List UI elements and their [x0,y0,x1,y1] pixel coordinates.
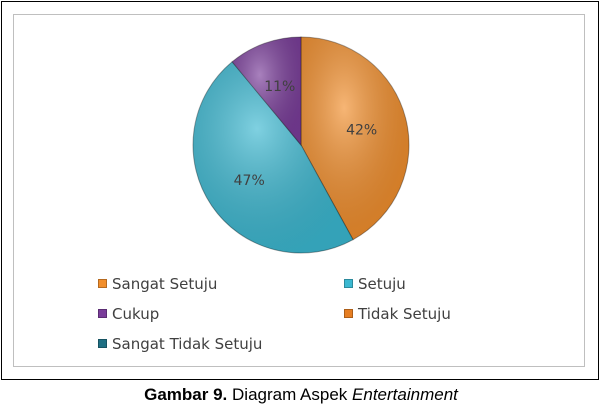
legend-swatch [98,339,107,348]
pie-slice-shading [232,37,301,145]
data-label: 47% [234,173,265,189]
legend-swatch [344,279,353,288]
legend-item-tidak-setuju: Tidak Setuju [344,305,451,323]
legend-item-sangat-tidak-setuju: Sangat Tidak Setuju [98,335,262,353]
pie-chart: 42% 47% 11% [192,36,410,254]
figure-frame: 42% 47% 11% Sangat Setuju Setuju Cukup Tid… [1,1,599,380]
legend-label: Setuju [358,275,406,293]
caption-text: Diagram Aspek [232,385,348,404]
legend-swatch [344,309,353,318]
legend-swatch [98,309,107,318]
legend-item-setuju: Setuju [344,275,406,293]
legend-swatch [98,279,107,288]
chart-area: 42% 47% 11% Sangat Setuju Setuju Cukup Tid… [13,14,585,367]
figure-caption: Gambar 9. Diagram Aspek Entertainment [0,385,602,405]
legend-label: Sangat Setuju [112,275,218,293]
data-label: 11% [264,79,295,95]
data-label: 42% [346,122,377,138]
pie-slice-shading [301,37,410,240]
legend-label: Sangat Tidak Setuju [112,335,263,353]
caption-label: Gambar 9. [144,385,228,404]
legend-label: Cukup [112,305,160,323]
legend-label: Tidak Setuju [358,305,451,323]
caption-italic: Entertainment [352,385,458,404]
legend-item-cukup: Cukup [98,305,159,323]
legend-item-sangat-setuju: Sangat Setuju [98,275,217,293]
pie-slice-shading [192,61,354,254]
